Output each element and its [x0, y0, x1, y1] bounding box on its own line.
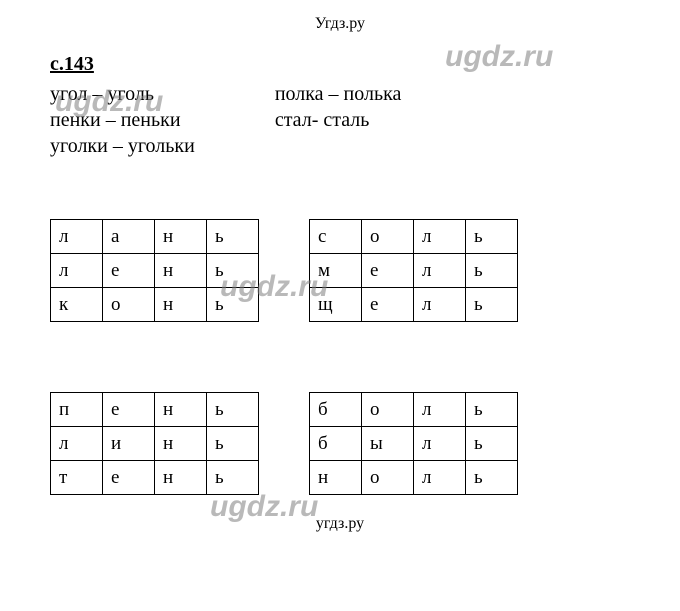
letter-cell: ь — [207, 393, 259, 427]
letter-table: б о л ь б ы л ь н о л ь — [309, 392, 518, 495]
word-pair: стал- сталь — [275, 107, 402, 133]
letter-cell: л — [414, 427, 466, 461]
table-row: б о л ь — [310, 393, 518, 427]
word-pairs: угол – уголь пенки – пеньки уголки – уго… — [50, 81, 630, 159]
letter-cell: ь — [466, 393, 518, 427]
letter-cell: б — [310, 427, 362, 461]
letter-table: с о л ь м е л ь щ е л ь — [309, 219, 518, 322]
table-row: б ы л ь — [310, 427, 518, 461]
letter-cell: н — [155, 427, 207, 461]
word-pair: полка – полька — [275, 81, 402, 107]
word-col-right: полка – полька стал- сталь — [275, 81, 402, 159]
letter-cell: п — [51, 393, 103, 427]
letter-cell: ь — [466, 427, 518, 461]
table-row: с о л ь — [310, 220, 518, 254]
table-row: л а н ь — [51, 220, 259, 254]
letter-cell: е — [362, 254, 414, 288]
letter-cell: л — [414, 220, 466, 254]
letter-cell: о — [103, 288, 155, 322]
footer-text: угдз.ру — [50, 515, 630, 533]
letter-cell: н — [155, 393, 207, 427]
word-pair: угол – уголь — [50, 81, 195, 107]
word-pair: уголки – угольки — [50, 133, 195, 159]
letter-cell: с — [310, 220, 362, 254]
letter-cell: л — [414, 461, 466, 495]
letter-cell: е — [103, 461, 155, 495]
letter-cell: л — [51, 254, 103, 288]
table-row: л е н ь — [51, 254, 259, 288]
letter-cell: и — [103, 427, 155, 461]
letter-cell: к — [51, 288, 103, 322]
word-col-left: угол – уголь пенки – пеньки уголки – уго… — [50, 81, 195, 159]
table-row: п е н ь — [51, 393, 259, 427]
letter-cell: н — [155, 220, 207, 254]
letter-cell: а — [103, 220, 155, 254]
table-row: т е н ь — [51, 461, 259, 495]
header-text: Угдз.ру — [50, 15, 630, 33]
letter-cell: о — [362, 393, 414, 427]
letter-cell: н — [310, 461, 362, 495]
letter-cell: ь — [466, 254, 518, 288]
tables-section: л а н ь л е н ь к о н ь с о л — [50, 184, 630, 495]
letter-cell: л — [414, 393, 466, 427]
letter-cell: л — [51, 427, 103, 461]
letter-cell: е — [362, 288, 414, 322]
letter-cell: м — [310, 254, 362, 288]
letter-cell: ь — [466, 220, 518, 254]
table-pair-1: л а н ь л е н ь к о н ь с о л — [50, 184, 630, 322]
table-row: м е л ь — [310, 254, 518, 288]
letter-cell: е — [103, 254, 155, 288]
table-row: л и н ь — [51, 427, 259, 461]
letter-cell: т — [51, 461, 103, 495]
word-pair: пенки – пеньки — [50, 107, 195, 133]
letter-cell: ь — [207, 427, 259, 461]
table-row: к о н ь — [51, 288, 259, 322]
table-row: щ е л ь — [310, 288, 518, 322]
letter-table: п е н ь л и н ь т е н ь — [50, 392, 259, 495]
letter-cell: л — [414, 254, 466, 288]
letter-table: л а н ь л е н ь к о н ь — [50, 219, 259, 322]
letter-cell: ь — [207, 254, 259, 288]
letter-cell: ь — [466, 288, 518, 322]
section-title: с.143 — [50, 53, 630, 76]
letter-cell: о — [362, 461, 414, 495]
letter-cell: ь — [207, 461, 259, 495]
letter-cell: н — [155, 288, 207, 322]
letter-cell: ь — [466, 461, 518, 495]
letter-cell: ь — [207, 220, 259, 254]
letter-cell: о — [362, 220, 414, 254]
letter-cell: ь — [207, 288, 259, 322]
letter-cell: е — [103, 393, 155, 427]
letter-cell: л — [414, 288, 466, 322]
letter-cell: ы — [362, 427, 414, 461]
table-row: н о л ь — [310, 461, 518, 495]
table-pair-2: п е н ь л и н ь т е н ь б о л — [50, 357, 630, 495]
letter-cell: щ — [310, 288, 362, 322]
letter-cell: б — [310, 393, 362, 427]
letter-cell: л — [51, 220, 103, 254]
letter-cell: н — [155, 254, 207, 288]
letter-cell: н — [155, 461, 207, 495]
